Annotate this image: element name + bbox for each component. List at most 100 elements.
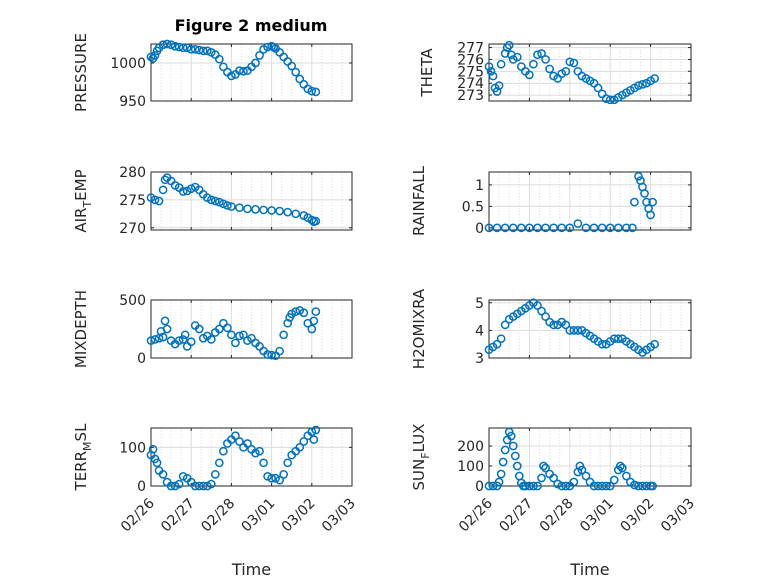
data-point: [525, 481, 534, 491]
data-point: [279, 52, 289, 62]
data-point: [533, 50, 542, 60]
y-axis-label: TERRMSL: [72, 423, 94, 492]
y-axis-label: THETA: [418, 48, 436, 98]
data-point: [146, 336, 156, 345]
data-point: [537, 49, 546, 58]
data-point: [283, 57, 293, 66]
data-point: [158, 470, 168, 479]
data-point: [283, 318, 293, 328]
data-point: [541, 463, 550, 473]
data-point: [569, 326, 579, 335]
data-point: [581, 223, 591, 233]
data-point: [496, 469, 506, 479]
data-point: [569, 477, 579, 487]
data-point: [577, 465, 587, 475]
data-point: [605, 481, 615, 491]
data-point: [521, 481, 530, 491]
data-point: [549, 320, 558, 330]
data-point: [593, 481, 603, 491]
x-tick-label: 02/26: [118, 495, 158, 535]
panel-rainfall: 0 0.5 1 RAINFALL: [410, 165, 692, 237]
y-tick-label: 275: [457, 64, 484, 80]
data-point: [640, 189, 649, 198]
data-point: [295, 74, 305, 84]
data-point: [525, 70, 534, 80]
x-tick-label: 03/02: [279, 496, 319, 536]
data-point: [267, 473, 276, 483]
data-point: [178, 471, 188, 481]
data-point: [235, 437, 244, 446]
x-tick-label: 02/26: [456, 495, 496, 535]
x-axis-label: Time: [569, 560, 609, 579]
y-axis-label: AIRTEMP: [72, 169, 94, 232]
data-point: [484, 481, 494, 491]
data-point: [533, 481, 542, 491]
data-point: [291, 307, 301, 316]
data-point: [263, 471, 272, 481]
data-point: [622, 471, 631, 481]
data-point: [166, 481, 176, 491]
x-tick-label: 03/03: [319, 496, 359, 536]
data-point: [601, 94, 611, 103]
axes-box: [150, 299, 353, 359]
data-point: [154, 196, 164, 206]
data-point: [146, 52, 156, 62]
y-tick-label: 275: [119, 193, 146, 209]
y-tick-label: 0: [137, 479, 146, 495]
data-point: [500, 223, 510, 233]
data-point: [198, 481, 208, 491]
data-point: [311, 216, 321, 226]
data-point: [628, 223, 637, 233]
data-point: [537, 306, 546, 316]
data-point: [573, 326, 583, 335]
data-point: [650, 74, 659, 83]
y-tick-label: 5: [475, 296, 484, 312]
data-point: [650, 339, 659, 349]
axes-box: [488, 43, 692, 102]
data-point: [498, 457, 508, 467]
data-point: [235, 203, 244, 213]
y-tick-label: 277: [457, 41, 484, 57]
data-point: [219, 199, 228, 209]
data-point: [166, 40, 176, 50]
data-point: [174, 336, 184, 345]
data-point: [206, 195, 216, 205]
data-point: [561, 320, 571, 330]
data-point: [178, 187, 188, 196]
data-point: [516, 62, 526, 71]
data-point: [492, 339, 502, 349]
x-tick-label: 03/01: [239, 496, 279, 536]
y-tick-label: 276: [457, 52, 484, 68]
y-tick-label: 3: [475, 351, 484, 367]
data-point: [158, 40, 168, 50]
data-point: [160, 175, 170, 185]
data-point: [287, 61, 297, 71]
data-point: [309, 316, 319, 326]
data-point: [206, 335, 216, 344]
data-point: [219, 318, 228, 328]
data-point: [494, 81, 504, 90]
data-point: [561, 481, 571, 491]
data-point: [219, 62, 228, 72]
y-axis-label: MIXDEPTH: [72, 290, 90, 368]
data-point: [186, 337, 196, 347]
y-tick-label: 500: [119, 293, 146, 309]
data-point: [182, 43, 192, 53]
x-tick-label: 02/28: [198, 496, 238, 536]
data-point: [506, 431, 516, 441]
panel-h2omixra: 3 4 5 H2OMIXRA: [410, 288, 692, 369]
data-point: [309, 435, 319, 444]
data-point: [634, 481, 643, 491]
data-point: [307, 215, 317, 225]
data-point: [170, 481, 180, 491]
data-point: [634, 81, 643, 90]
data-point: [634, 171, 643, 181]
y-tick-label: 0: [475, 221, 484, 237]
y-axis-label: SUNFLUX: [410, 424, 432, 491]
data-point: [259, 205, 268, 215]
data-point: [255, 446, 264, 456]
data-point: [279, 330, 289, 340]
axes-box: [488, 171, 692, 231]
panel-air_temp: 270 275 280 AIRTEMP: [72, 165, 353, 237]
